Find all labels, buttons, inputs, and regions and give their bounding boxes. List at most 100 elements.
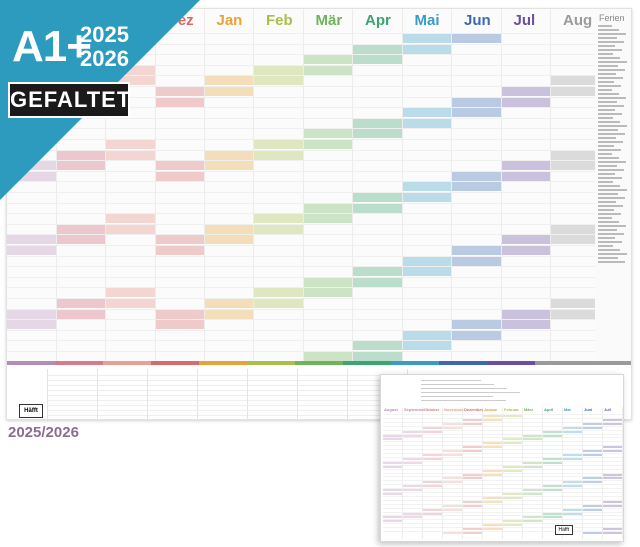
day-row xyxy=(452,255,501,266)
day-row xyxy=(204,64,253,75)
day-row xyxy=(452,213,501,223)
day-row xyxy=(353,234,402,244)
month-heading: Jan xyxy=(216,12,243,29)
inset-day-row xyxy=(543,433,562,437)
day-row xyxy=(501,245,550,255)
day-row xyxy=(551,43,600,54)
inset-day-row xyxy=(603,480,622,483)
inset-day-row xyxy=(443,453,462,456)
inset-day-row xyxy=(463,527,482,531)
inset-day-row xyxy=(543,456,562,460)
inset-day-row xyxy=(383,472,402,476)
inset-day-row xyxy=(443,456,462,460)
inset-day-row xyxy=(603,445,622,449)
ferien-line xyxy=(598,89,612,91)
planner-cell xyxy=(197,369,247,419)
day-row xyxy=(303,139,352,149)
inset-day-row xyxy=(583,456,602,460)
inset-day-row xyxy=(583,527,602,530)
inset-day-row xyxy=(603,421,622,425)
planner-line xyxy=(98,400,147,405)
inset-day-row xyxy=(603,488,622,491)
inset-day-row xyxy=(423,484,442,488)
inset-day-row xyxy=(583,472,602,476)
inset-day-row xyxy=(523,507,542,511)
inset-day-row xyxy=(563,464,582,468)
day-row xyxy=(7,255,56,266)
inset-month-heading: März xyxy=(524,407,534,412)
ferien-line xyxy=(598,57,620,59)
day-row xyxy=(204,75,253,86)
day-row xyxy=(452,202,501,213)
day-row xyxy=(501,192,550,202)
day-row xyxy=(501,96,550,107)
inset-day-row xyxy=(503,464,522,468)
inset-day-row xyxy=(463,414,482,417)
day-row xyxy=(353,340,402,351)
inset-day-row xyxy=(523,460,542,464)
inset-day-row xyxy=(563,499,582,503)
day-row xyxy=(452,160,501,170)
ferien-line xyxy=(598,53,613,55)
inset-day-row xyxy=(423,476,442,479)
day-row xyxy=(452,329,501,340)
inset-day-row xyxy=(383,464,402,468)
inset-day-row xyxy=(483,441,502,445)
planner-line xyxy=(248,385,297,390)
inset-day-row xyxy=(503,476,522,479)
day-row xyxy=(254,75,303,86)
day-row xyxy=(452,181,501,192)
inset-day-row xyxy=(543,429,562,433)
inset-day-row xyxy=(583,437,602,440)
inset-day-row xyxy=(443,468,462,472)
inset-day-row xyxy=(583,429,602,433)
inset-day-row xyxy=(583,511,602,515)
ferien-line xyxy=(598,185,620,187)
inset-day-row xyxy=(543,460,562,464)
day-row xyxy=(303,340,352,350)
strip-segment xyxy=(7,361,55,365)
day-row xyxy=(402,223,451,234)
day-row xyxy=(353,75,402,85)
day-row xyxy=(204,340,253,350)
day-row xyxy=(303,329,352,340)
day-row xyxy=(402,33,451,43)
inset-day-row xyxy=(483,511,502,515)
inset-day-row xyxy=(483,503,502,507)
planner-line xyxy=(348,405,397,410)
inset-month-heading: Juni xyxy=(584,407,593,412)
inset-day-row xyxy=(443,429,462,433)
day-row xyxy=(402,75,451,85)
inset-day-row xyxy=(423,453,442,456)
ferien-line xyxy=(598,261,625,263)
inset-day-row xyxy=(463,441,482,444)
strip-segment xyxy=(535,361,583,365)
inset-day-row xyxy=(603,425,622,429)
inset-day-row xyxy=(503,523,522,527)
ferien-line xyxy=(598,97,626,99)
inset-day-row xyxy=(603,515,622,518)
inset-day-row xyxy=(543,472,562,476)
inset-day-row xyxy=(423,421,442,425)
inset-day-row xyxy=(503,484,522,487)
inset-day-row xyxy=(423,523,442,526)
day-row xyxy=(353,266,402,277)
day-row xyxy=(452,192,501,202)
inset-day-row xyxy=(383,437,402,441)
inset-day-row xyxy=(543,425,562,429)
inset-day-row xyxy=(503,472,522,476)
ferien-line xyxy=(598,113,622,115)
inset-day-row xyxy=(603,464,622,468)
day-row xyxy=(155,276,204,287)
day-row xyxy=(56,298,105,308)
inset-day-row xyxy=(603,484,622,487)
inset-day-row xyxy=(563,519,582,522)
inset-brand-logo: Häfft xyxy=(554,525,573,535)
inset-month-column: Januar xyxy=(483,407,503,539)
day-row xyxy=(501,139,550,149)
day-row xyxy=(402,319,451,329)
day-row xyxy=(402,160,451,170)
ferien-line xyxy=(598,121,620,123)
inset-day-row xyxy=(403,429,422,433)
day-row xyxy=(402,266,451,277)
